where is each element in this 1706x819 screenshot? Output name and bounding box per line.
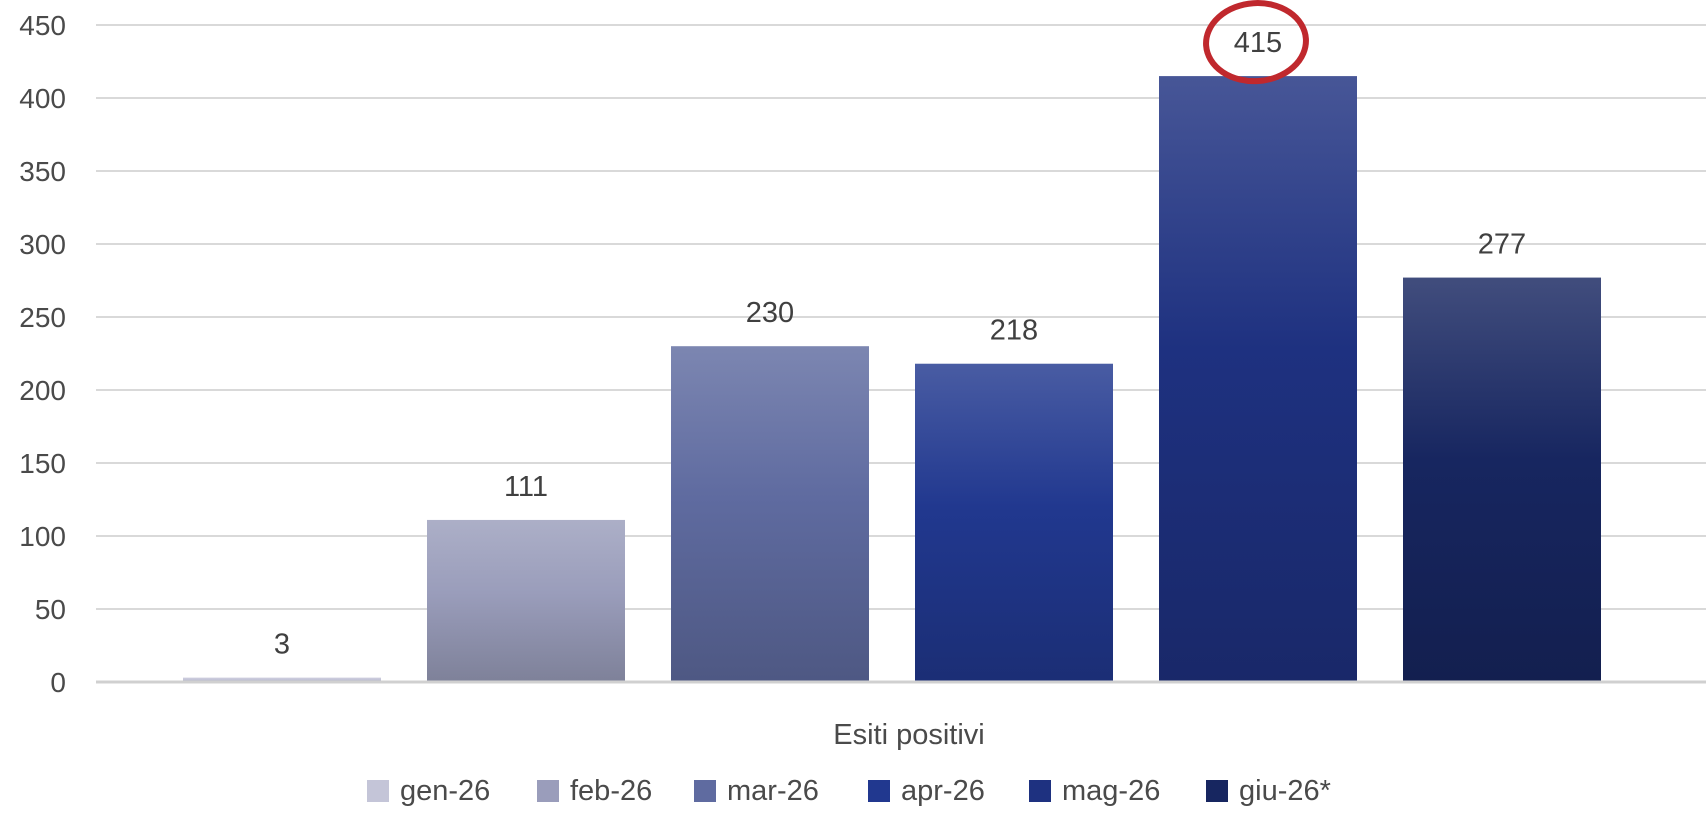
legend: gen-26 feb-26 mar-26 apr-26 mag-26 giu-26* [367,775,1331,807]
y-tick-label: 200 [19,375,66,406]
y-tick-label: 0 [50,667,66,698]
bar-apr26 [915,363,1113,682]
data-label-giu26: 277 [1478,229,1526,261]
bar-giu26 [1403,277,1601,682]
data-label-apr26: 218 [990,315,1038,347]
x-axis-label: Esiti positivi [833,719,985,751]
legend-label: giu-26* [1239,775,1331,807]
legend-item: gen-26 [367,775,490,807]
legend-swatch [1206,780,1228,802]
bars [183,76,1601,683]
legend-swatch [537,780,559,802]
legend-label: mag-26 [1062,775,1160,807]
y-tick-label: 400 [19,83,66,114]
y-tick-label: 100 [19,521,66,552]
bar-feb26 [427,519,625,682]
data-labels: 3 111 230 218 415 277 [274,27,1526,661]
legend-label: gen-26 [400,775,490,807]
y-tick-label: 50 [35,594,66,625]
legend-label: mar-26 [727,775,819,807]
legend-item: apr-26 [868,775,985,807]
y-tick-label: 450 [19,10,66,41]
bar-mag26 [1159,76,1357,683]
legend-item: mag-26 [1029,775,1160,807]
y-tick-label: 350 [19,156,66,187]
legend-item: feb-26 [537,775,652,807]
data-label-mar26: 230 [746,297,794,329]
y-tick-label: 150 [19,448,66,479]
legend-swatch [367,780,389,802]
y-tick-label: 250 [19,302,66,333]
bar-mar26 [671,346,869,682]
y-axis-tick-labels: 0 50 100 150 200 250 300 350 400 450 [19,10,66,698]
legend-swatch [694,780,716,802]
legend-label: apr-26 [901,775,985,807]
data-label-gen26: 3 [274,629,290,661]
data-label-feb26: 111 [504,471,548,503]
bar-gen26 [183,677,381,682]
highlight-circle [1203,0,1309,85]
legend-item: giu-26* [1206,775,1331,807]
data-label-mag26: 415 [1234,27,1282,59]
highlight-annotation [1203,0,1309,85]
legend-item: mar-26 [694,775,819,807]
gridlines [96,24,1706,610]
y-tick-label: 300 [19,229,66,260]
legend-swatch [1029,780,1051,802]
legend-swatch [868,780,890,802]
legend-label: feb-26 [570,775,652,807]
